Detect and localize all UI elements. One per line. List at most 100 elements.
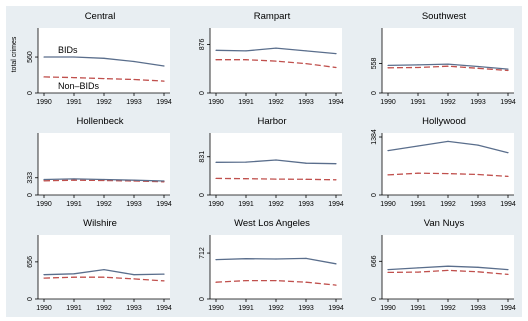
x-tick-label: 1993 bbox=[298, 305, 314, 312]
plot-area bbox=[382, 28, 514, 93]
series-line-nonbids bbox=[43, 76, 165, 82]
x-tick-label: 1990 bbox=[380, 99, 396, 106]
x-tick-label: 1990 bbox=[380, 201, 396, 208]
series-line-nonbids bbox=[387, 269, 509, 276]
x-tick-label: 1992 bbox=[440, 99, 456, 106]
point-bids bbox=[477, 266, 479, 268]
series-line-nonbids bbox=[216, 59, 337, 69]
point-nonbids bbox=[215, 59, 217, 61]
annotation-nonbids: Non–BIDs bbox=[58, 81, 100, 91]
point-nonbids bbox=[133, 278, 135, 280]
x-tick-label: 1994 bbox=[328, 99, 344, 106]
point-bids bbox=[387, 149, 389, 152]
series-line-nonbids bbox=[215, 279, 337, 286]
point-bids bbox=[73, 273, 75, 275]
point-nonbids bbox=[305, 178, 307, 180]
panel-title: Rampart bbox=[254, 11, 291, 22]
point-bids bbox=[507, 268, 509, 271]
y-tick-label: 712 bbox=[199, 247, 206, 259]
x-tick-label: 1990 bbox=[208, 305, 224, 312]
point-bids bbox=[43, 56, 45, 58]
panel-title: Van Nuys bbox=[424, 218, 465, 229]
point-bids bbox=[417, 145, 419, 147]
point-bids bbox=[417, 267, 419, 269]
panel-hollenbeck: Hollenbeck 1990 1991 1992 1993 1994 0 333 bbox=[6, 111, 178, 213]
point-bids bbox=[447, 63, 449, 65]
point-nonbids bbox=[103, 276, 105, 278]
point-bids bbox=[215, 49, 217, 51]
x-tick-label: 1993 bbox=[470, 201, 486, 208]
point-nonbids bbox=[43, 76, 45, 78]
point-nonbids bbox=[163, 280, 165, 282]
x-tick-label: 1993 bbox=[126, 305, 142, 312]
point-bids bbox=[73, 56, 75, 58]
x-tick-label: 1991 bbox=[238, 201, 254, 208]
point-nonbids bbox=[245, 280, 247, 282]
panel-title: Hollywood bbox=[422, 116, 466, 127]
x-tick-label: 1992 bbox=[440, 201, 456, 208]
point-nonbids bbox=[447, 65, 449, 67]
point-nonbids bbox=[245, 59, 247, 61]
plot-area bbox=[210, 28, 342, 93]
point-bids bbox=[215, 259, 217, 261]
point-nonbids bbox=[335, 284, 337, 286]
x-tick-label: 1992 bbox=[96, 201, 112, 208]
point-nonbids bbox=[215, 177, 217, 180]
y-tick-label: 558 bbox=[371, 57, 378, 69]
series-line-nonbids bbox=[215, 177, 337, 181]
y-tick-label: 0 bbox=[199, 193, 206, 197]
point-nonbids bbox=[43, 277, 45, 279]
y-tick-label: 0 bbox=[199, 297, 206, 301]
panel-title: Hollenbeck bbox=[77, 116, 124, 127]
x-tick-label: 1991 bbox=[66, 305, 82, 312]
point-nonbids bbox=[73, 179, 75, 181]
x-tick-label: 1993 bbox=[470, 99, 486, 106]
point-nonbids bbox=[275, 60, 277, 62]
point-bids bbox=[387, 268, 389, 271]
point-bids bbox=[163, 273, 165, 275]
panel-southwest: Southwest 1990 1991 1992 1993 1994 0 558 bbox=[350, 6, 522, 111]
y-tick-label: 0 bbox=[371, 297, 378, 301]
panel-harbor: Harbor 1990 1991 1992 1993 1994 0 831 bbox=[178, 111, 350, 213]
point-nonbids bbox=[417, 172, 419, 174]
point-bids bbox=[507, 68, 509, 70]
point-nonbids bbox=[73, 76, 75, 79]
series-line-nonbids bbox=[387, 172, 509, 178]
point-bids bbox=[387, 64, 389, 67]
point-nonbids bbox=[133, 180, 135, 182]
panels-grid: Central 1990 1991 1992 1993 1994 0 560 total cri… bbox=[6, 6, 522, 317]
point-bids bbox=[477, 144, 479, 146]
point-bids bbox=[335, 163, 337, 165]
point-nonbids bbox=[43, 180, 45, 182]
point-nonbids bbox=[387, 67, 389, 69]
point-nonbids bbox=[305, 63, 307, 65]
x-tick-label: 1994 bbox=[500, 201, 516, 208]
point-bids bbox=[275, 258, 277, 260]
x-tick-label: 1991 bbox=[66, 99, 82, 106]
plot-area bbox=[38, 235, 170, 299]
annotation-bids: BIDs bbox=[58, 45, 78, 55]
y-tick-label: 0 bbox=[199, 91, 206, 95]
point-nonbids bbox=[477, 67, 479, 69]
point-bids bbox=[133, 274, 135, 276]
point-nonbids bbox=[387, 174, 389, 176]
point-nonbids bbox=[447, 269, 449, 272]
x-tick-label: 1994 bbox=[156, 305, 172, 312]
point-nonbids bbox=[305, 281, 307, 283]
y-tick-label: 0 bbox=[371, 193, 378, 197]
panel-title: Harbor bbox=[257, 116, 286, 127]
point-bids bbox=[73, 178, 75, 180]
point-nonbids bbox=[275, 178, 277, 180]
x-tick-label: 1991 bbox=[410, 305, 426, 312]
y-tick-label: 1384 bbox=[371, 129, 378, 145]
x-tick-label: 1990 bbox=[380, 305, 396, 312]
point-nonbids bbox=[417, 271, 419, 273]
x-tick-label: 1990 bbox=[208, 99, 224, 106]
point-nonbids bbox=[245, 178, 247, 180]
panel-hollywood: Hollywood 1990 1991 1992 1993 1994 0 1384 bbox=[350, 111, 522, 213]
panel-title: Central bbox=[85, 11, 116, 22]
point-nonbids bbox=[507, 69, 509, 72]
y-tick-label: 0 bbox=[371, 91, 378, 95]
panel-van-nuys: Van Nuys 1990 1991 1992 1993 1994 0 666 bbox=[350, 213, 522, 317]
x-tick-label: 1991 bbox=[410, 201, 426, 208]
